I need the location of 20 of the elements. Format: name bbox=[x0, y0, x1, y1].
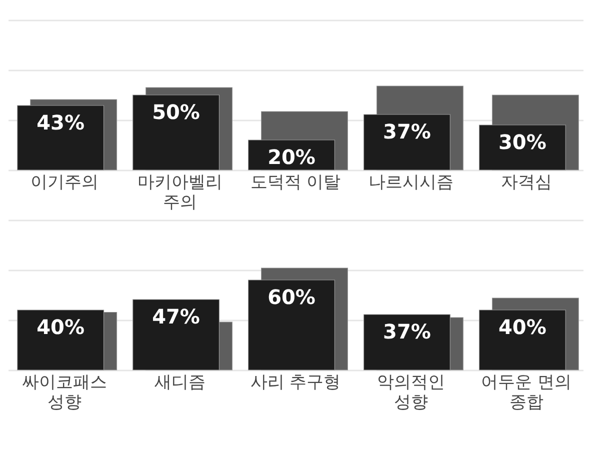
x-tick-label: 자격심 bbox=[500, 172, 552, 192]
data-label: 37% bbox=[383, 120, 431, 144]
x-tick-label: 나르시시즘 bbox=[368, 172, 454, 192]
x-tick-label: 이기주의 bbox=[30, 172, 99, 192]
x-tick-label: 사리 추구형 bbox=[250, 372, 341, 392]
x-tick-label: 어두운 면의 종합 bbox=[481, 372, 572, 412]
data-label: 20% bbox=[268, 145, 316, 169]
data-label: 37% bbox=[383, 320, 431, 344]
data-label: 40% bbox=[498, 315, 546, 339]
data-label: 50% bbox=[152, 100, 200, 124]
data-label: 40% bbox=[36, 315, 85, 339]
x-tick-label: 도덕적 이탈 bbox=[250, 172, 341, 192]
data-label: 43% bbox=[36, 110, 85, 134]
x-tick-label: 싸이코패스 성향 bbox=[22, 372, 108, 412]
x-tick-label: 새디즘 bbox=[154, 372, 206, 392]
x-tick-label: 마키아벨리 주의 bbox=[138, 172, 223, 212]
data-label: 47% bbox=[152, 304, 200, 328]
data-label: 60% bbox=[268, 285, 316, 309]
data-label: 30% bbox=[498, 130, 546, 154]
x-tick-label: 악의적인 성향 bbox=[376, 372, 445, 412]
